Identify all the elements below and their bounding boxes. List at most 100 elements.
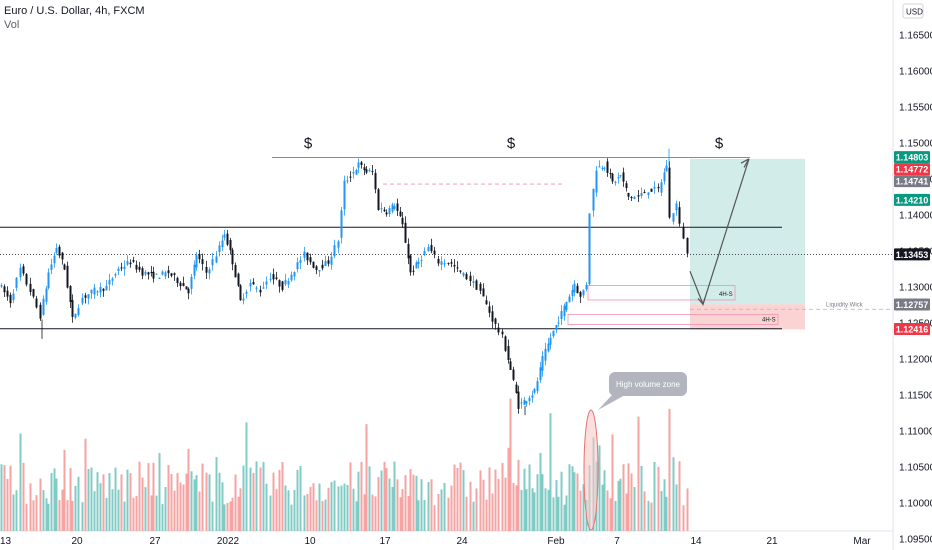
candle-body <box>544 348 547 361</box>
candle-body <box>374 172 377 190</box>
volume-bar <box>640 465 643 531</box>
candle-body <box>355 169 358 175</box>
volume-bar <box>12 494 15 531</box>
candle-body <box>229 240 232 251</box>
price-label-text: 1.12416 <box>896 325 929 335</box>
candle-body <box>682 226 685 239</box>
volume-bar <box>459 462 462 531</box>
candle-body <box>423 251 426 255</box>
candle-body <box>430 245 433 252</box>
volume-bar <box>77 476 80 531</box>
volume-bar <box>262 462 265 531</box>
symbol-title: Euro / U.S. Dollar, 4h, FXCM <box>4 5 145 17</box>
volume-bar <box>284 485 287 531</box>
candle-body <box>507 346 510 361</box>
volume-bar <box>123 501 126 531</box>
volume-bar <box>205 472 208 531</box>
volume-bar <box>9 465 12 531</box>
candle-body <box>660 182 663 193</box>
candle-body <box>549 337 552 345</box>
volume-bar <box>501 462 504 531</box>
volume-bar <box>557 496 560 531</box>
candle-body <box>653 186 656 189</box>
candle-body <box>365 169 368 173</box>
candle-body <box>318 270 321 272</box>
candle-body <box>404 222 407 243</box>
volume-bar <box>509 398 512 531</box>
price-label-text: 1.12757 <box>896 300 929 310</box>
volume-bar <box>450 485 453 531</box>
volume-bar <box>223 504 226 531</box>
candle-body <box>630 197 633 199</box>
candle-body <box>479 283 482 291</box>
candle-body <box>215 256 218 263</box>
projection-arrowhead <box>740 158 750 168</box>
volume-bar <box>242 465 245 531</box>
volume-bar <box>53 468 56 531</box>
volume-bar <box>415 475 418 531</box>
candle-body <box>164 272 167 277</box>
price-label-box <box>894 323 930 336</box>
volume-bar <box>682 505 685 531</box>
volume-bar <box>245 422 248 531</box>
candle-body <box>39 304 42 319</box>
volume-bar <box>259 467 262 531</box>
price-tick-label: 1.10000 <box>899 499 932 510</box>
candle-body <box>409 255 412 273</box>
candle-body <box>0 285 3 287</box>
candle-body <box>15 277 18 288</box>
candle-body <box>412 270 415 272</box>
order-block-box <box>587 285 736 301</box>
candle-body <box>150 271 153 273</box>
volume-bar <box>299 466 302 531</box>
candle-body <box>278 280 281 287</box>
candle-body <box>29 283 32 292</box>
candle-body <box>281 281 284 290</box>
volume-bar <box>552 497 555 531</box>
volume-bar <box>81 502 84 531</box>
candle-body <box>668 167 671 218</box>
volume-bar <box>663 479 666 531</box>
volume-bar <box>218 472 221 531</box>
candle-body <box>686 237 689 254</box>
volume-bar <box>63 449 66 531</box>
volume-bar <box>208 474 211 531</box>
candle-body <box>155 273 158 275</box>
candle-body <box>77 308 80 315</box>
currency-button[interactable]: USD <box>902 3 924 19</box>
candle-body <box>371 171 374 173</box>
candle-body <box>536 381 539 392</box>
volume-bar <box>195 475 198 531</box>
volume-bar <box>150 495 153 531</box>
candle-body <box>239 285 242 301</box>
candle-body <box>144 271 147 275</box>
volume-bar <box>491 493 494 531</box>
candle-body <box>330 256 333 265</box>
volume-bar <box>675 484 678 531</box>
candle-body <box>363 167 366 171</box>
candle-body <box>440 261 443 265</box>
price-tick-label: 1.15000 <box>899 139 932 150</box>
volume-bar <box>58 500 61 531</box>
candle-body <box>108 280 111 285</box>
candle-body <box>63 264 66 270</box>
volume-bar <box>433 505 436 531</box>
volume-bar <box>29 483 32 531</box>
volume-bar <box>176 473 179 531</box>
candle-body <box>193 264 196 276</box>
candle-body <box>198 254 201 260</box>
candle-body <box>111 278 114 281</box>
candle-body <box>512 369 515 380</box>
candle-body <box>249 283 252 287</box>
volume-bar <box>90 467 93 531</box>
volume-bar <box>252 472 255 531</box>
candle-body <box>640 193 643 196</box>
candle-body <box>614 181 617 183</box>
volume-bar <box>69 468 72 531</box>
candle-body <box>185 286 188 290</box>
volume-bar <box>609 498 612 531</box>
volume-bar <box>327 487 330 531</box>
volume-bar <box>198 491 201 531</box>
